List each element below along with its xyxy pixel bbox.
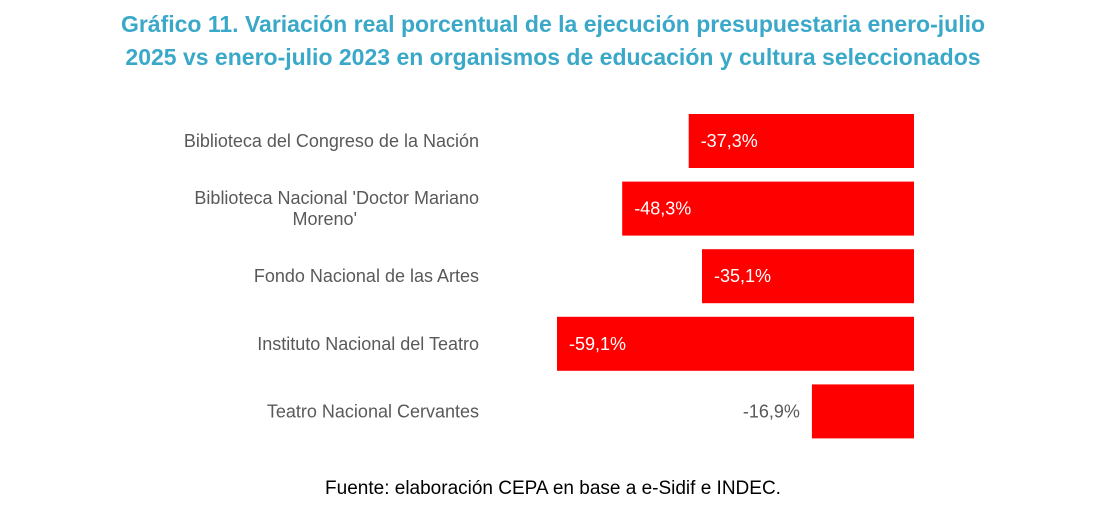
data-label-0: -37,3% [701, 131, 758, 151]
chart-title-line-1: Gráfico 11. Variación real porcentual de… [120, 11, 986, 37]
category-label-line: Fondo Nacional de las Artes [254, 266, 479, 286]
data-label-2: -35,1% [714, 266, 771, 286]
data-label-1: -48,3% [634, 199, 691, 219]
bar-3 [557, 316, 914, 371]
category-label-1: Biblioteca Nacional 'Doctor Mariano Moren… [194, 188, 479, 229]
chart-title-line-2: 2025 vs enero-julio 2023 en organismos d… [125, 44, 981, 70]
category-label-line: Biblioteca Nacional 'Doctor Mariano [194, 188, 479, 208]
category-label-line: Instituto Nacional del Teatro [257, 334, 479, 354]
data-label-3: -59,1% [569, 334, 626, 354]
category-label-4: Teatro Nacional Cervantes [267, 401, 479, 421]
category-label-line: Teatro Nacional Cervantes [267, 401, 479, 421]
bar-4 [811, 384, 914, 439]
category-label-line: Moreno' [293, 209, 357, 229]
category-label-line: Biblioteca del Congreso de la Nación [184, 131, 479, 151]
bar-0 [688, 114, 914, 168]
bar-1 [622, 181, 914, 236]
data-label-4: -16,9% [743, 401, 800, 421]
bar-2 [702, 249, 914, 304]
category-label-3: Instituto Nacional del Teatro [257, 334, 479, 354]
category-label-2: Fondo Nacional de las Artes [254, 266, 479, 286]
chart-title: Gráfico 11. Variación real porcentual de… [0, 8, 1106, 74]
source-note: Fuente: elaboración CEPA en base a e-Sid… [325, 478, 781, 499]
category-label-0: Biblioteca del Congreso de la Nación [184, 131, 479, 151]
